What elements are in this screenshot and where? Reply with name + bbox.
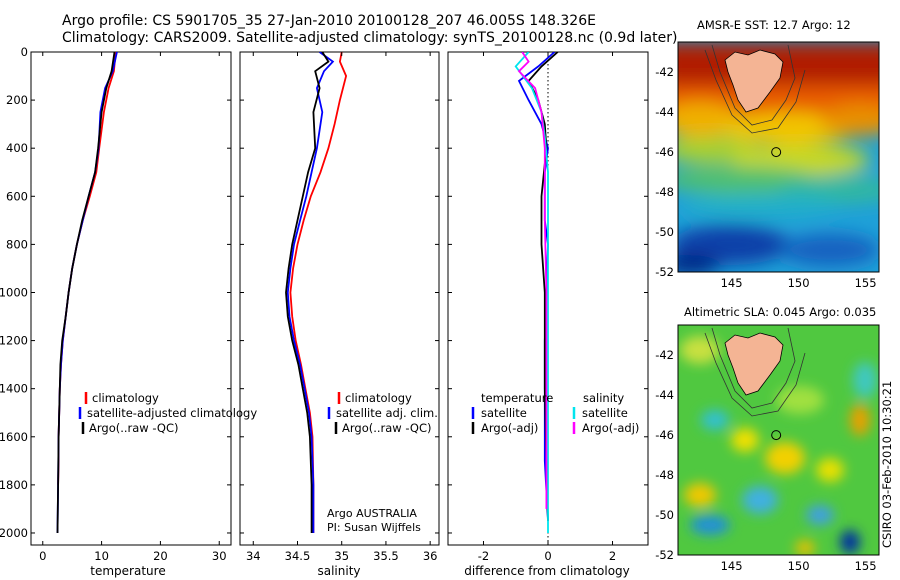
depth-tick-label-6: 1200 <box>0 334 28 348</box>
salinity-xtick-label-1: 34.5 <box>285 549 311 563</box>
temperature-xtick-label-2: 20 <box>153 549 168 563</box>
climatology-title: Climatology: CARS2009. Satellite-adjuste… <box>62 30 678 46</box>
depth-tick-label-9: 1800 <box>0 478 28 492</box>
sst-ytick-label-2: -46 <box>655 145 674 159</box>
salinity-series-2 <box>285 52 330 533</box>
legend-heading-temperature: temperature <box>481 391 553 405</box>
credit-line-2: PI: Susan Wijffels <box>327 521 421 534</box>
depth-tick-label-8: 1600 <box>0 430 28 444</box>
salinity-xlabel: salinity <box>317 564 360 578</box>
depth-tick-label-3: 600 <box>6 189 28 203</box>
difference-xlabel: difference from climatology <box>464 564 630 578</box>
sla-heatmap <box>678 325 879 555</box>
sla-xtick-label-0: 145 <box>721 559 743 573</box>
salinity-xtick-label-0: 34 <box>246 549 261 563</box>
sla-map-frame <box>677 324 880 556</box>
depth-tick-label-10: 2000 <box>0 526 28 540</box>
shelf-contour-sla <box>711 327 796 409</box>
credit-line-1: Argo AUSTRALIA <box>327 507 417 520</box>
legend-label-argo-sal: Argo(..raw -QC) <box>342 421 432 435</box>
difference-xtick-label-0: -2 <box>478 549 489 563</box>
salinity-xtick-label-2: 35 <box>334 549 349 563</box>
temperature-xtick-label-3: 30 <box>212 549 227 563</box>
legend-label-diff-sal-sat: satellite <box>582 406 628 420</box>
sst-xtick-label-1: 150 <box>788 276 810 290</box>
legend-label-satellite-sal: satellite adj. clim. <box>336 406 438 420</box>
sla-map-title: Altimetric SLA: 0.045 Argo: 0.035 <box>684 305 877 319</box>
sst-ytick-label-1: -44 <box>655 105 674 119</box>
salinity-xtick-label-3: 35.5 <box>373 549 399 563</box>
slope-contour-sla <box>704 332 806 417</box>
temperature-legend: climatology satellite-adjusted climatolo… <box>78 391 257 435</box>
legend-label-climatology: climatology <box>92 391 159 405</box>
sla-xtick-label-1: 150 <box>788 559 810 573</box>
shelf-contour <box>711 44 796 126</box>
float-marker-sla <box>771 430 782 441</box>
sst-heatmap <box>678 42 879 272</box>
sla-ytick-label-5: -52 <box>655 548 674 562</box>
slope-contour <box>704 49 806 134</box>
depth-tick-label-1: 200 <box>6 93 28 107</box>
legend-label-satellite: satellite-adjusted climatology <box>87 406 257 420</box>
sst-ytick-label-0: -42 <box>655 65 674 79</box>
sla-ytick-label-2: -46 <box>655 428 674 442</box>
sst-map-frame <box>677 41 880 273</box>
sst-ytick-label-5: -52 <box>655 265 674 279</box>
legend-heading-salinity: salinity <box>583 391 624 405</box>
sst-ytick-label-4: -50 <box>655 225 674 239</box>
salinity-xtick-label-4: 36 <box>423 549 438 563</box>
sst-ytick-label-3: -48 <box>655 185 674 199</box>
legend-label-diff-sal-argo: Argo(-adj) <box>582 421 639 435</box>
difference-xtick-label-1: 0 <box>544 549 551 563</box>
float-marker-sst <box>771 147 782 158</box>
depth-tick-label-4: 800 <box>6 237 28 251</box>
depth-tick-label-5: 1000 <box>0 285 28 299</box>
legend-label-diff-temp-sat: satellite <box>481 406 527 420</box>
sst-xtick-label-2: 155 <box>855 276 877 290</box>
legend-label-argo: Argo(..raw -QC) <box>89 421 179 435</box>
depth-tick-label-7: 1400 <box>0 382 28 396</box>
difference-series-2 <box>514 52 549 533</box>
salinity-axes <box>239 51 440 546</box>
difference-legend: temperature satellite Argo(-adj) salinit… <box>471 391 639 435</box>
depth-tick-label-2: 400 <box>6 141 28 155</box>
sla-ytick-label-4: -50 <box>655 508 674 522</box>
sla-ytick-label-0: -42 <box>655 348 674 362</box>
sst-xtick-label-0: 145 <box>721 276 743 290</box>
sla-ytick-label-3: -48 <box>655 468 674 482</box>
temperature-axes <box>30 51 232 546</box>
temperature-xtick-label-1: 10 <box>94 549 109 563</box>
temperature-series-2 <box>56 52 116 534</box>
tasmania-landmass <box>724 49 784 113</box>
legend-label-climatology-sal: climatology <box>345 391 412 405</box>
profile-title: Argo profile: CS 5901705_35 27-Jan-2010 … <box>62 13 596 29</box>
depth-tick-label-0: 0 <box>21 45 28 59</box>
temperature-xlabel: temperature <box>90 564 165 578</box>
sla-ytick-label-1: -44 <box>655 388 674 402</box>
tasmania-landmass-sla <box>724 332 784 396</box>
salinity-legend: climatology satellite adj. clim. Argo(..… <box>327 391 438 435</box>
difference-xtick-label-2: 2 <box>609 549 616 563</box>
legend-label-diff-temp-argo: Argo(-adj) <box>481 421 538 435</box>
sst-map-title: AMSR-E SST: 12.7 Argo: 12 <box>697 18 851 32</box>
temperature-xtick-label-0: 0 <box>39 549 46 563</box>
sla-xtick-label-2: 155 <box>855 559 877 573</box>
difference-series-3 <box>517 52 548 509</box>
